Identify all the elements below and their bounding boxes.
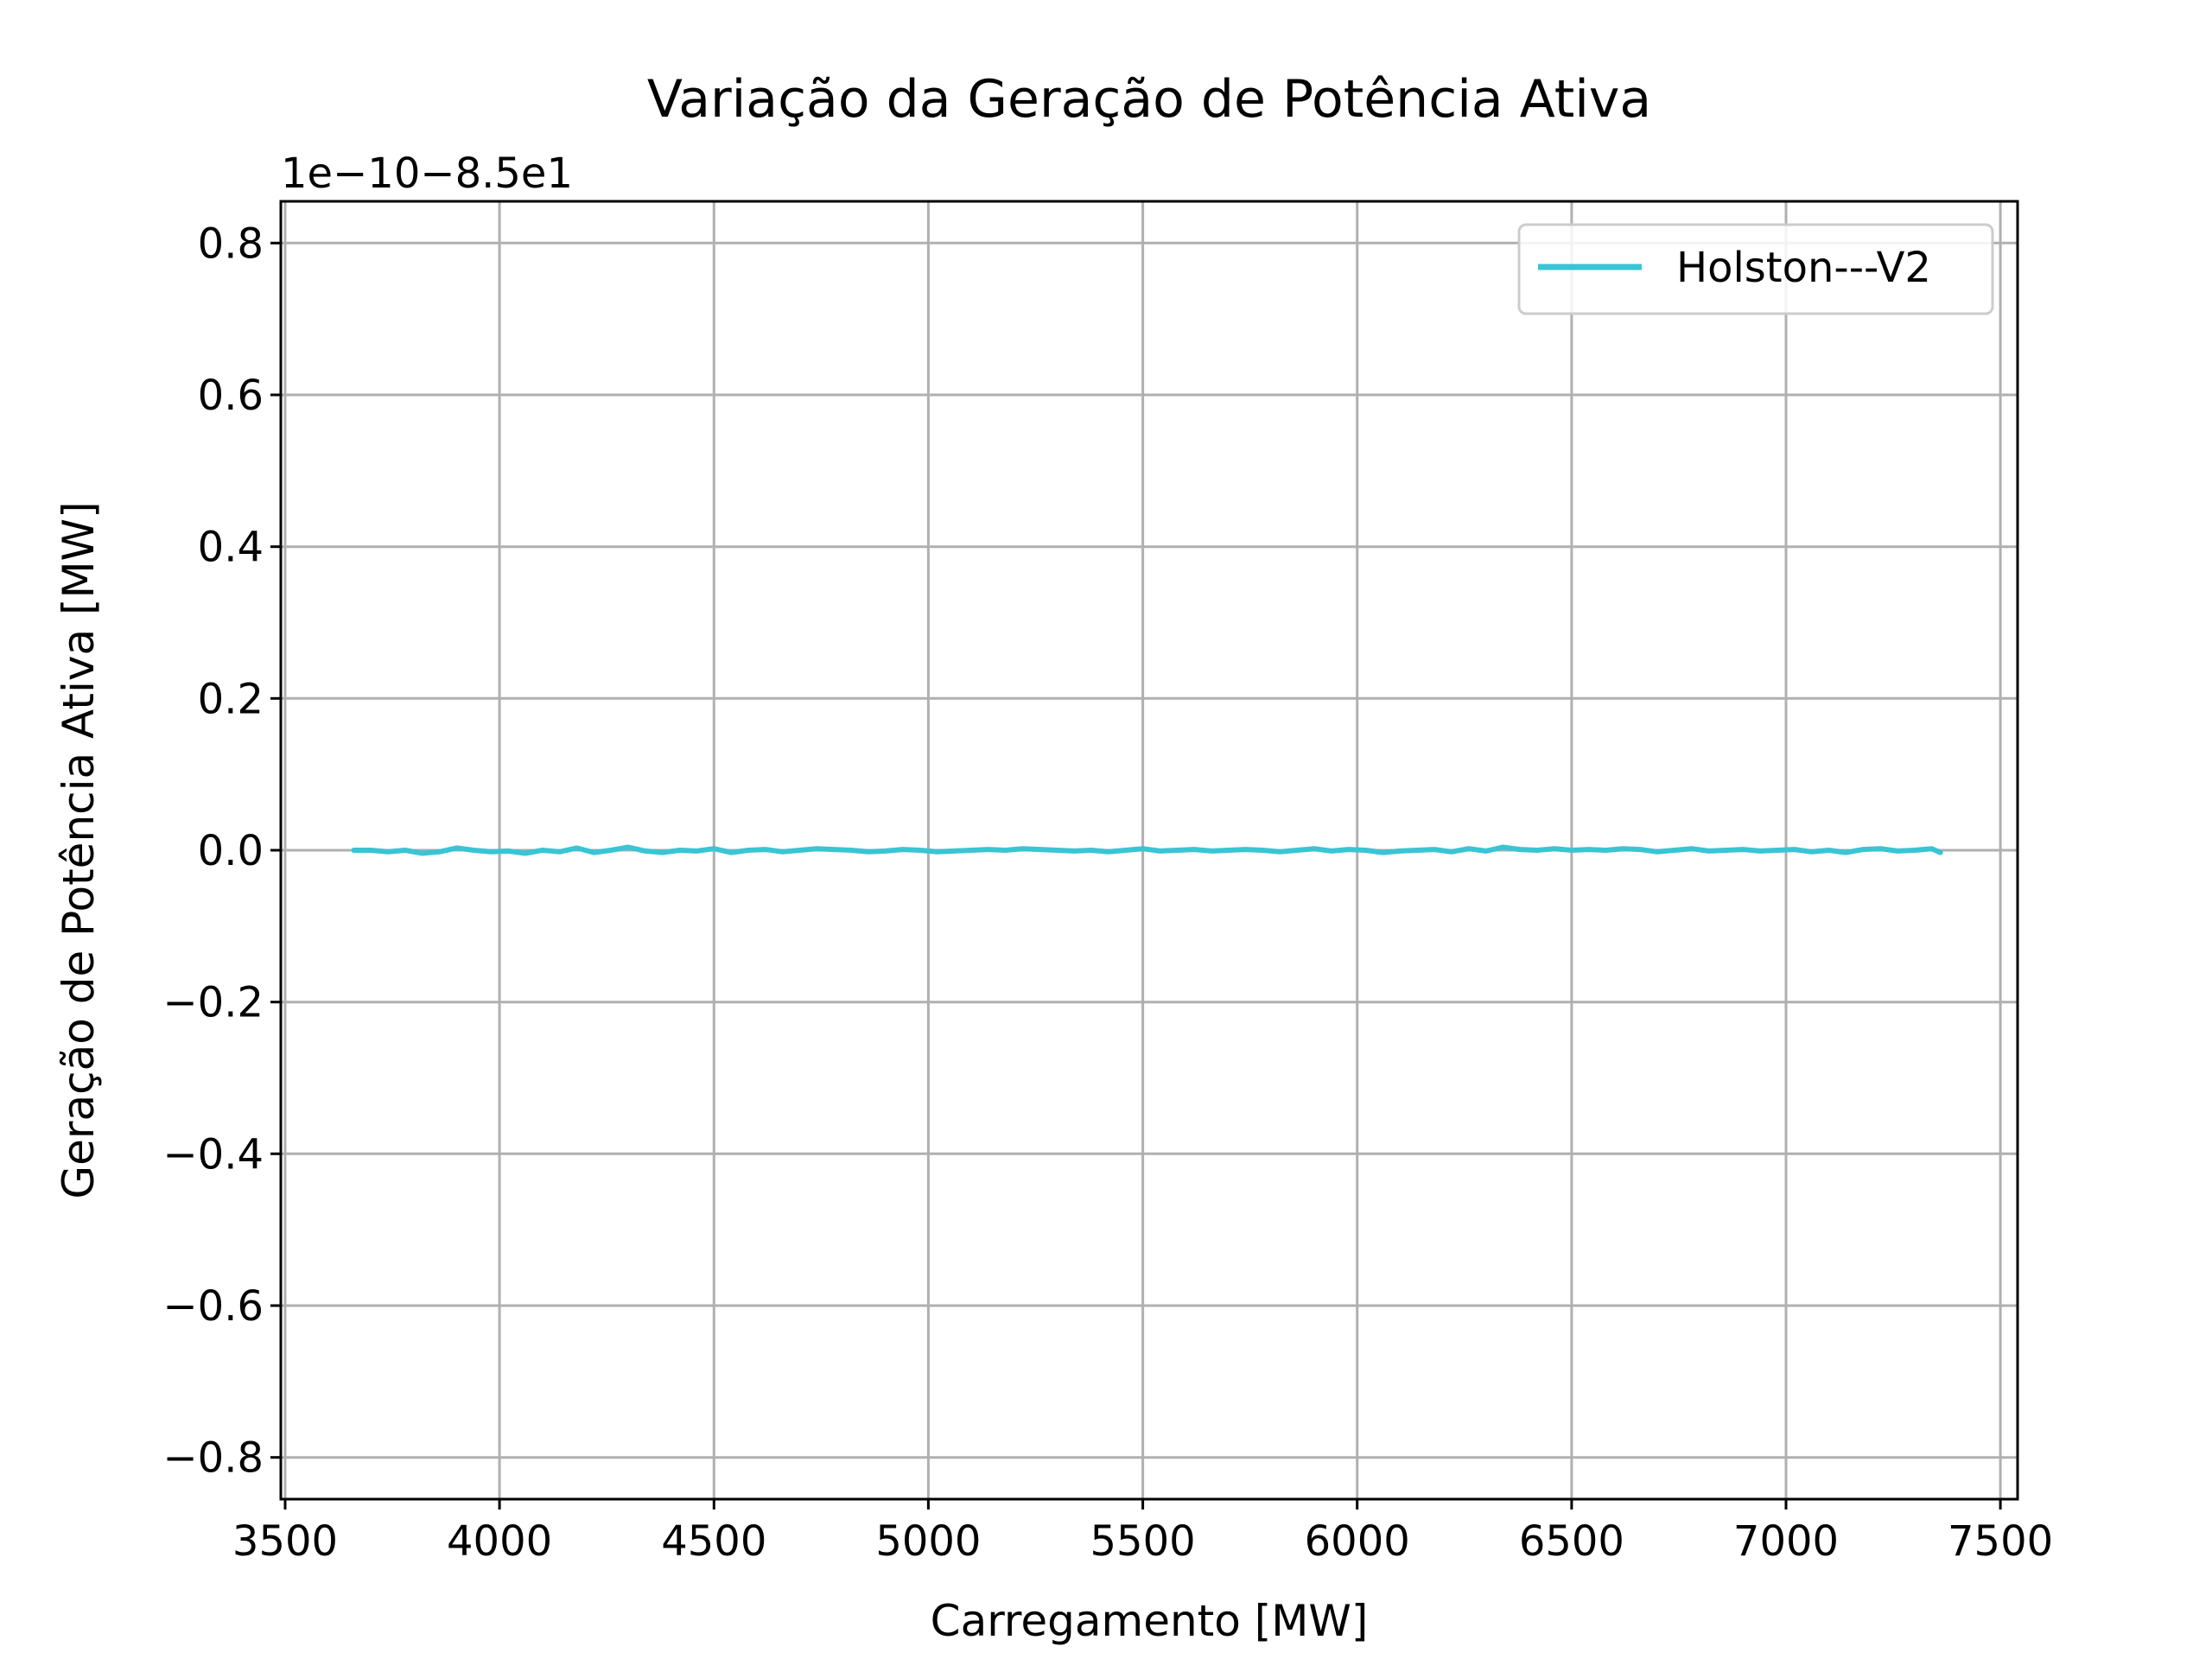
y-tick-label: −0.4 bbox=[162, 1130, 264, 1179]
x-tick-label: 5000 bbox=[875, 1517, 981, 1566]
plot-series bbox=[351, 844, 1943, 856]
legend: Holston---V2 bbox=[1517, 223, 1994, 315]
y-tick-label: 0.4 bbox=[198, 524, 264, 572]
x-tick-label: 5500 bbox=[1090, 1517, 1196, 1566]
x-tick-label: 7500 bbox=[1948, 1517, 2053, 1566]
y-tick-label: 0.0 bbox=[198, 827, 264, 875]
series-line bbox=[351, 844, 1943, 856]
x-tick-label: 6500 bbox=[1519, 1517, 1624, 1566]
y-axis-label: Geração de Potência Ativa [MW] bbox=[54, 501, 104, 1198]
x-axis-label: Carregamento [MW] bbox=[931, 1596, 1369, 1646]
y-tick-label: 0.6 bbox=[198, 372, 264, 420]
x-tick-label: 6000 bbox=[1305, 1517, 1410, 1566]
x-tick-label: 7000 bbox=[1733, 1517, 1839, 1566]
x-tick-label: 4500 bbox=[661, 1517, 766, 1566]
y-tick-label: 0.2 bbox=[198, 675, 264, 723]
x-tick-label: 3500 bbox=[232, 1517, 338, 1566]
chart-title: Variação da Geração de Potência Ativa bbox=[647, 69, 1651, 130]
legend-series-label: Holston---V2 bbox=[1676, 244, 1931, 292]
y-tick-label: −0.2 bbox=[162, 979, 264, 1027]
x-tick-label: 4000 bbox=[447, 1517, 552, 1566]
y-tick-label: −0.8 bbox=[162, 1434, 264, 1483]
y-tick-label: 0.8 bbox=[198, 219, 264, 268]
y-tick-label: −0.6 bbox=[162, 1282, 264, 1331]
legend-box bbox=[1517, 223, 1994, 315]
axis-ticks: 3500 4000 4500 5000 5500 6000 6500 7000 7500 0.8 0… bbox=[162, 219, 2053, 1566]
y-offset-label: 1e−10−8.5e1 bbox=[281, 149, 573, 198]
